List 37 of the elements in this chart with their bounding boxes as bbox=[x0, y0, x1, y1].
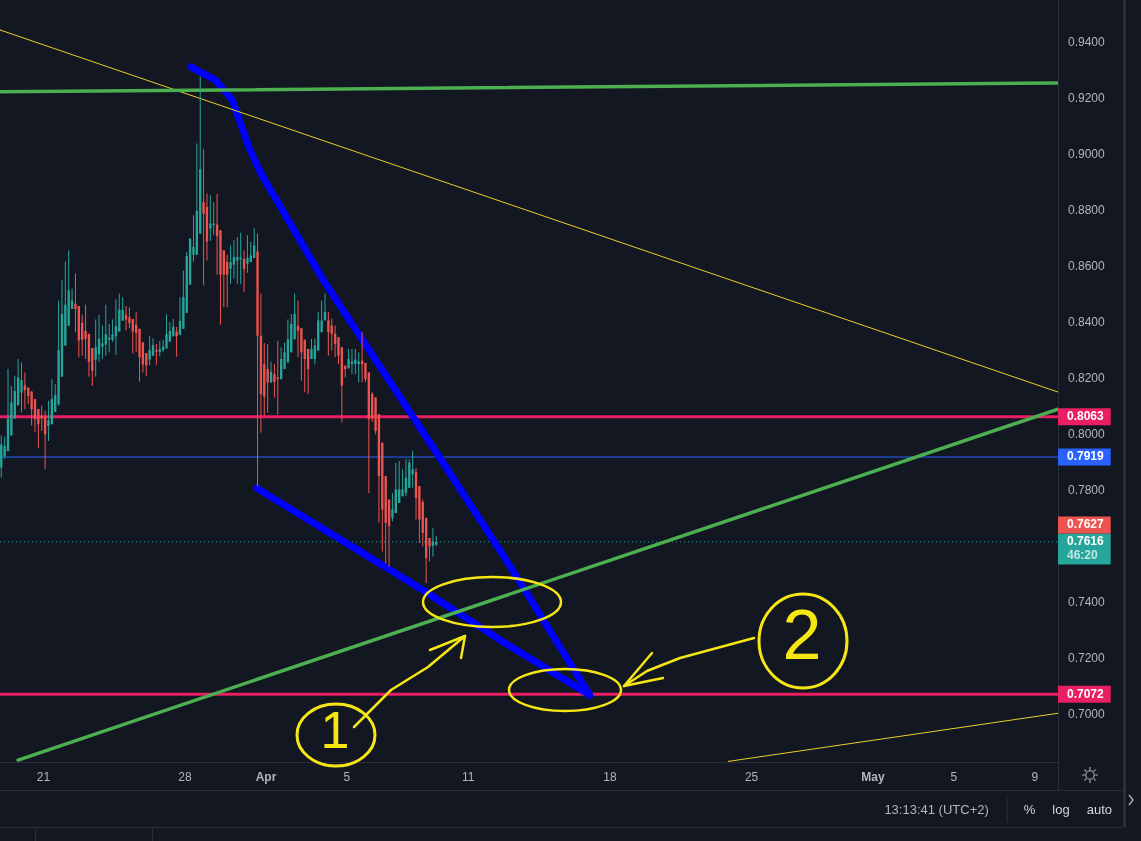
x-tick-label: 18 bbox=[603, 769, 617, 784]
x-tick-label: 25 bbox=[744, 769, 759, 784]
ref-line-label: 0.8063 bbox=[1067, 409, 1105, 424]
x-tick-label: 5 bbox=[343, 769, 351, 784]
ref-line-label: 0.7072 bbox=[1067, 686, 1105, 701]
y-tick-label: 0.7400 bbox=[1068, 594, 1106, 609]
x-tick-label: 28 bbox=[178, 769, 193, 784]
annotation: 2 bbox=[782, 596, 822, 675]
y-tick-label: 0.8600 bbox=[1068, 258, 1106, 273]
text: log bbox=[1052, 801, 1070, 817]
ref-line-label: 0.7616 46:20 bbox=[1067, 534, 1105, 563]
candlestick bbox=[212, 201, 215, 236]
candlestick bbox=[202, 149, 205, 286]
y-tick-label: 0.8000 bbox=[1068, 426, 1106, 441]
y-tick-label: 0.8800 bbox=[1068, 202, 1106, 217]
y-tick-label: 0.7800 bbox=[1068, 482, 1106, 497]
y-tick-label: 0.9000 bbox=[1068, 146, 1106, 161]
x-tick-label: Apr bbox=[255, 769, 277, 784]
candlestick bbox=[276, 340, 279, 415]
text: auto bbox=[1086, 801, 1113, 817]
y-tick-label: 0.9200 bbox=[1068, 90, 1106, 105]
y-tick-label: 0.8200 bbox=[1068, 370, 1106, 385]
x-tick-label: 21 bbox=[36, 769, 51, 784]
text: 0.7627 bbox=[1067, 517, 1105, 532]
candlestick bbox=[155, 343, 158, 366]
x-tick-label: 9 bbox=[1031, 769, 1039, 784]
x-tick-label: 11 bbox=[462, 769, 475, 784]
annotation: 1 bbox=[320, 701, 350, 760]
text: % bbox=[1023, 801, 1036, 817]
x-tick-label: May bbox=[861, 769, 885, 784]
y-tick-label: 0.7200 bbox=[1068, 650, 1106, 665]
y-tick-label: 0.9400 bbox=[1068, 34, 1106, 49]
ref-line-label: 0.7919 bbox=[1067, 449, 1105, 464]
y-tick-label: 0.7000 bbox=[1068, 706, 1106, 721]
text: 13:13:41 (UTC+2) bbox=[884, 801, 989, 817]
x-tick-label: 5 bbox=[950, 769, 958, 784]
y-tick-label: 0.8400 bbox=[1068, 314, 1106, 329]
